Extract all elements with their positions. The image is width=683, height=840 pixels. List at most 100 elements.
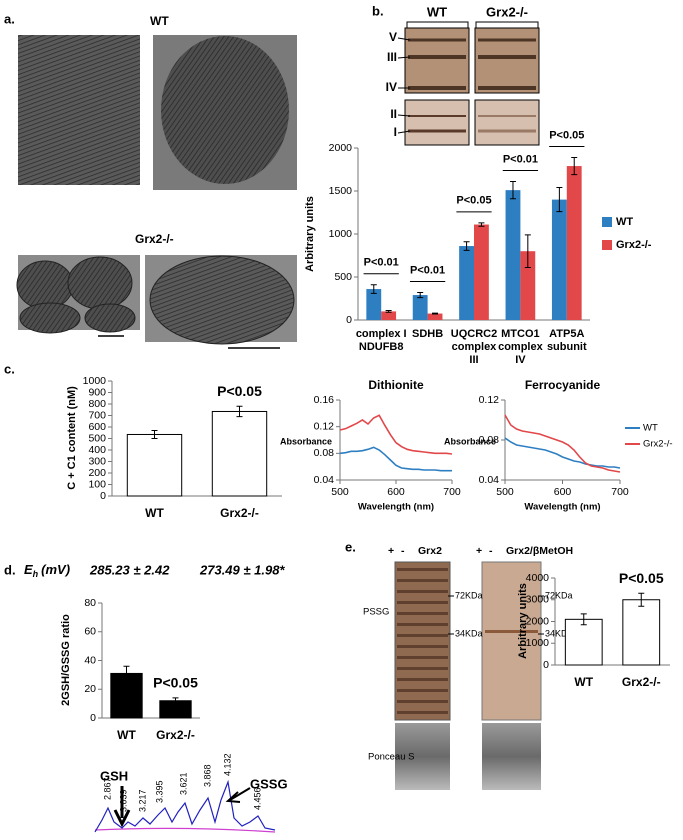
x-tick-label: ATP5A xyxy=(549,328,584,340)
blot-band xyxy=(397,612,448,615)
legend-swatch xyxy=(602,240,612,250)
x-tick-label: 600 xyxy=(554,486,572,498)
lane-label: Grx2/βMetOH xyxy=(506,545,573,557)
arrow xyxy=(113,786,131,828)
micrograph-organelle xyxy=(19,302,81,334)
y-tick-label: 0 xyxy=(100,490,106,502)
bar xyxy=(566,166,582,320)
blot-band xyxy=(397,590,448,593)
bar xyxy=(459,246,474,320)
micrograph-organelle xyxy=(84,303,136,333)
x-tick-label: Grx2-/- xyxy=(156,728,195,742)
y-axis-label: Arbitrary units xyxy=(517,583,529,659)
blot-band xyxy=(408,38,466,42)
band-label: III xyxy=(387,50,397,64)
blot-band xyxy=(478,55,536,59)
blot xyxy=(404,27,470,94)
bar xyxy=(622,599,661,666)
bar xyxy=(474,224,489,320)
blot-band xyxy=(478,38,536,42)
annotation: P<0.01 xyxy=(364,257,399,269)
micrograph xyxy=(18,35,140,185)
blot xyxy=(481,561,542,721)
y-tick-label: 0.16 xyxy=(314,394,335,406)
marker-label: 34KDa xyxy=(455,628,483,638)
y-tick-label: 0.08 xyxy=(314,447,335,459)
y-tick-label: 0 xyxy=(346,314,352,326)
legend-swatch xyxy=(602,217,612,227)
peak-label: 3.868 xyxy=(202,764,212,787)
y-axis-label: C + C1 content (nM) xyxy=(66,386,78,490)
bar xyxy=(412,295,428,320)
annotation: P<0.05 xyxy=(456,195,491,207)
peak-label: 3.395 xyxy=(154,780,164,803)
x-tick-label: subunit xyxy=(547,341,587,353)
x-tick-label: SDHB xyxy=(412,328,443,340)
panel-label: b. xyxy=(372,3,384,18)
band-pointer xyxy=(397,114,411,117)
y-tick-label: 0.12 xyxy=(479,394,500,406)
blot-band xyxy=(478,129,536,133)
line xyxy=(504,437,621,469)
y-tick-label: 2000 xyxy=(329,142,353,154)
eh-unit: (mV) xyxy=(41,562,70,577)
band-pointer xyxy=(397,37,411,41)
peak-label: 2.867 xyxy=(102,777,112,800)
legend-label: Grx2-/- xyxy=(643,439,673,450)
y-tick-label: 500 xyxy=(334,271,352,283)
y-axis-label: Arbitrary units xyxy=(304,196,316,272)
eh-value: 273.49 ± 1.98* xyxy=(199,562,285,577)
x-tick-label: III xyxy=(469,354,478,366)
error-bar xyxy=(370,284,377,294)
x-tick-label: Grx2-/- xyxy=(622,675,661,689)
x-tick-label: complex xyxy=(498,341,544,353)
bar xyxy=(366,289,382,320)
error-bar xyxy=(638,592,645,607)
chromatogram-baseline xyxy=(94,827,276,833)
peak-label: 4.132 xyxy=(222,753,232,776)
blot-band xyxy=(485,630,538,633)
blot xyxy=(394,561,451,721)
y-tick-label: 1000 xyxy=(526,637,550,649)
band-label: II xyxy=(390,107,397,121)
y-axis-label: Absorbance xyxy=(444,436,496,446)
bar xyxy=(520,251,536,320)
x-tick-label: Grx2-/- xyxy=(220,506,259,520)
chromatogram-trace xyxy=(94,779,276,833)
x-tick-label: WT xyxy=(117,728,136,742)
micrograph-organelle xyxy=(149,255,295,345)
annotation: P<0.05 xyxy=(619,570,664,586)
blot-label: Ponceau S xyxy=(368,752,414,763)
x-axis-label: Wavelength (nm) xyxy=(524,502,600,513)
x-tick-label: 700 xyxy=(611,486,629,498)
blot-band xyxy=(408,86,466,90)
x-tick-label: 600 xyxy=(387,486,405,498)
y-tick-label: 60 xyxy=(84,626,96,638)
ponceau-blot xyxy=(482,723,541,790)
blot-group: Grx2-/- xyxy=(486,4,528,19)
bar xyxy=(564,618,603,666)
blot xyxy=(474,27,540,94)
peak-name: GSSG xyxy=(250,776,288,791)
blot-band xyxy=(397,667,448,670)
y-tick-label: 0 xyxy=(543,659,549,671)
error-bar xyxy=(478,222,485,227)
x-tick-label: 500 xyxy=(331,486,349,498)
x-tick-label: UQCRC2 xyxy=(451,328,497,340)
lane-label: Grx2 xyxy=(418,545,442,557)
x-tick-label: complex xyxy=(452,341,498,353)
marker-label: 34KDa xyxy=(545,628,573,638)
panel-label: e. xyxy=(345,539,356,554)
blot-band xyxy=(408,129,466,133)
legend-label: Grx2-/- xyxy=(616,239,652,251)
y-tick-label: 0.12 xyxy=(314,420,335,432)
annotation: P<0.05 xyxy=(153,675,198,691)
y-tick-label: 4000 xyxy=(526,572,550,584)
y-tick-label: 1500 xyxy=(329,185,353,197)
arrow xyxy=(225,787,251,803)
x-tick-label: 500 xyxy=(496,486,514,498)
annotation: P<0.05 xyxy=(549,129,584,141)
error-bar xyxy=(432,312,439,315)
x-axis-label: Wavelength (nm) xyxy=(358,502,434,513)
blot xyxy=(474,99,540,146)
